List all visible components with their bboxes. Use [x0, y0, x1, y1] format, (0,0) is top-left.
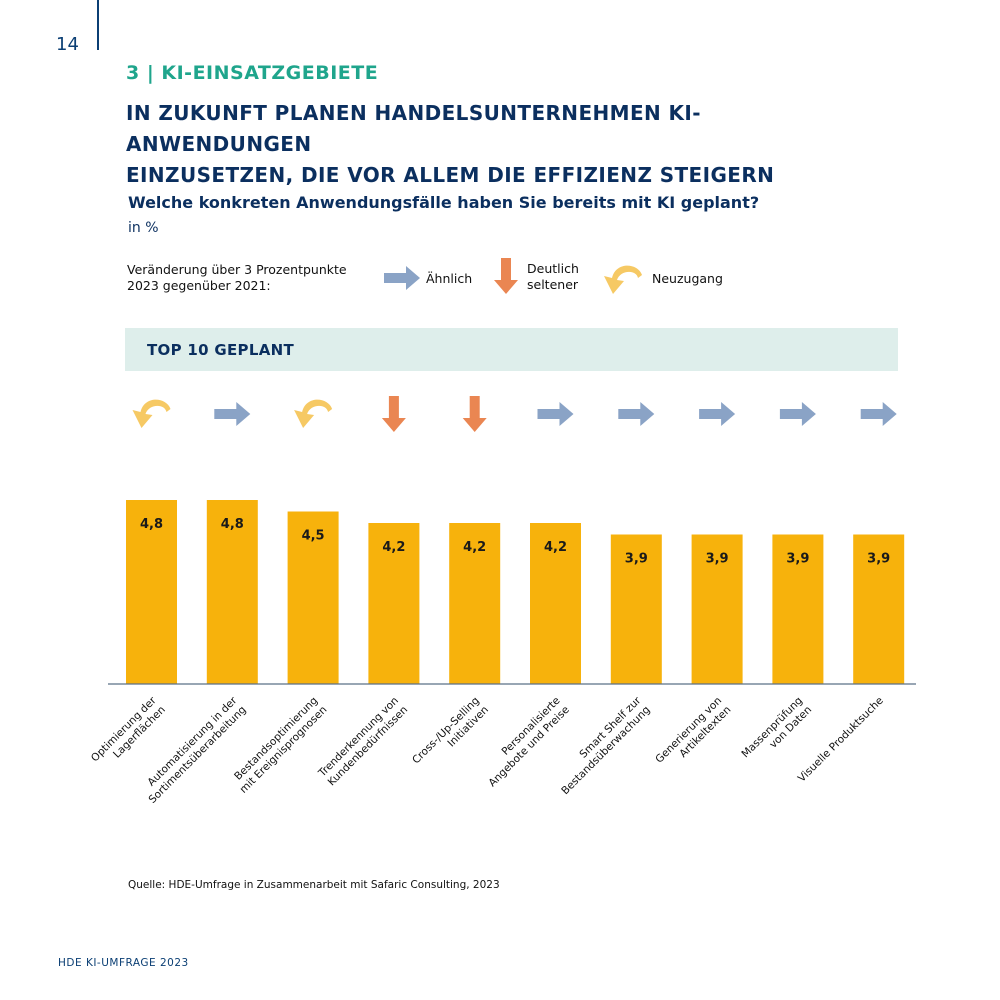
legend-less-label: Deutlich seltener: [527, 261, 579, 293]
arrow-right-icon: [214, 402, 251, 426]
arrow-down-icon: [381, 396, 406, 432]
legend-intro: Veränderung über 3 Prozentpunkte 2023 ge…: [127, 262, 347, 294]
bar: [206, 500, 258, 684]
header-divider: [97, 0, 99, 50]
category-label-line: Bestandsüberwachung: [559, 704, 652, 797]
value-label: 3,9: [625, 552, 648, 567]
curved-arrow-icon: [604, 265, 642, 294]
curved-arrow-icon: [294, 399, 333, 428]
category-label-line: Trenderkennung von: [316, 695, 401, 780]
value-label: 4,8: [140, 517, 163, 532]
arrow-right-icon: [384, 266, 420, 290]
survey-question: Welche konkreten Anwendungsfälle haben S…: [128, 193, 760, 212]
category-label-line: Sortimentsüberarbeitung: [147, 704, 249, 806]
value-label: 4,2: [382, 540, 405, 555]
value-label: 3,9: [786, 552, 809, 567]
banner-title: TOP 10 GEPLANT: [147, 341, 295, 359]
legend-intro-line-2: 2023 gegenüber 2021:: [127, 278, 271, 293]
section-title: 3 | KI-EINSATZGEBIETE: [126, 62, 379, 84]
category-label: Optimierung derLagerflächen: [89, 694, 168, 773]
category-label-line: Angebote und Preise: [486, 704, 571, 789]
unit-label: in %: [128, 220, 159, 236]
top10-banner: TOP 10 GEPLANT: [125, 328, 898, 371]
bar: [530, 523, 581, 684]
bar: [853, 534, 905, 684]
category-label: Massenprüfungvon Daten: [739, 695, 814, 770]
category-label-line: Bestandsoptimierung: [232, 695, 320, 783]
bar: [691, 534, 743, 684]
bar: [610, 534, 662, 684]
arrow-right-icon: [537, 402, 574, 426]
category-label: PersonalisierteAngebote und Preise: [477, 695, 572, 790]
trend-icons: [132, 396, 897, 432]
headline-line-1: IN ZUKUNFT PLANEN HANDELSUNTERNEHMEN KI-…: [126, 101, 701, 156]
bar: [368, 523, 420, 684]
bar-chart: 4,8 4,8 4,5 4,2 4,2 4,2 3,9 3,9 3,9 3,9 Optimieru…: [89, 396, 916, 806]
bar: [449, 523, 501, 684]
legend-new-label: Neuzugang: [652, 271, 723, 286]
bar: [126, 500, 177, 684]
arrow-down-icon: [494, 258, 518, 294]
arrow-right-icon: [618, 402, 655, 426]
category-label: Cross-/Up-SellingInitiativen: [410, 695, 491, 776]
value-label: 4,2: [544, 540, 567, 555]
bars: 4,8 4,8 4,5 4,2 4,2 4,2 3,9 3,9 3,9 3,9: [126, 500, 905, 684]
page-number: 14: [56, 34, 79, 55]
value-label: 4,5: [302, 529, 325, 544]
value-label: 3,9: [706, 552, 729, 567]
arrow-right-icon: [699, 402, 736, 426]
arrow-right-icon: [860, 402, 897, 426]
category-label-line: mit Ereignisprognosen: [238, 704, 330, 796]
legend-less-line-2: seltener: [527, 277, 579, 292]
category-label: Generierung vonArtikeltexten: [653, 695, 733, 775]
value-label: 4,2: [463, 540, 486, 555]
headline-line-2: EINZUSETZEN, DIE VOR ALLEM DIE EFFIZIENZ…: [126, 163, 775, 187]
footer: HDE KI-UMFRAGE 2023: [58, 957, 189, 969]
category-label-line: Kundenbedürfnissen: [326, 704, 411, 789]
legend-less-line-1: Deutlich: [527, 261, 579, 276]
headline: IN ZUKUNFT PLANEN HANDELSUNTERNEHMEN KI-…: [126, 98, 886, 191]
bar: [287, 511, 339, 684]
source-note: Quelle: HDE-Umfrage in Zusammenarbeit mi…: [128, 879, 500, 891]
value-label: 3,9: [867, 552, 890, 567]
legend-similar-label: Ähnlich: [426, 271, 473, 286]
arrow-right-icon: [779, 402, 816, 426]
legend-intro-line-1: Veränderung über 3 Prozentpunkte: [127, 262, 347, 277]
arrow-down-icon: [462, 396, 487, 432]
category-labels: Optimierung derLagerflächenAutomatisieru…: [89, 694, 886, 806]
curved-arrow-icon: [132, 399, 171, 428]
value-label: 4,8: [221, 517, 244, 532]
bar: [772, 534, 824, 684]
category-label: Trenderkennung vonKundenbedürfnissen: [316, 695, 410, 789]
